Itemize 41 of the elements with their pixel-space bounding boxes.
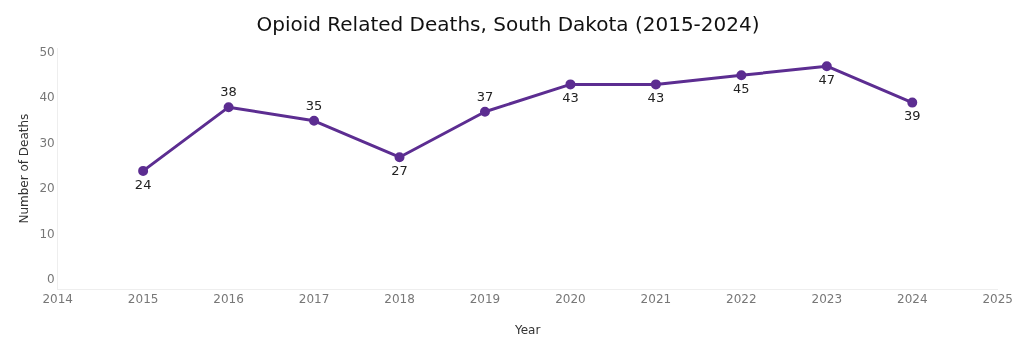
point [223,102,234,113]
chart-title: Opioid Related Deaths, South Dakota (2015-2024) [256,12,760,37]
y-tick-label: 20 [39,181,55,196]
data-label: 27 [391,163,408,179]
x-tick-label: 2023 [811,291,843,306]
x-tick-label: 2015 [127,291,159,306]
point [479,106,490,117]
data-label: 39 [904,108,921,124]
point [821,61,832,72]
x-tick-label: 2024 [897,291,928,306]
data-label: 24 [134,176,152,192]
x-tick-label: 2016 [213,291,244,306]
x-tick-label: 2020 [555,291,586,306]
y-tick-label: 10 [39,226,55,241]
point [650,79,661,90]
y-tick-label: 40 [39,90,55,105]
data-label: 38 [220,84,237,100]
y-axis-title: Number of Deaths [17,113,32,224]
point [736,70,747,81]
data-label: 37 [476,88,494,104]
data-label: 43 [647,90,665,106]
x-tick-label: 2025 [982,291,1013,306]
point [907,97,918,108]
point [138,165,149,176]
x-tick-label: 2014 [42,291,73,306]
data-label: 43 [562,90,579,106]
data-label: 35 [305,97,323,113]
point [309,115,320,126]
y-tick-label: 0 [47,272,55,287]
y-tick-label: 30 [39,135,55,150]
x-tick-label: 2018 [384,291,415,306]
x-tick-label: 2019 [469,291,501,306]
x-axis-title: Year [514,322,541,337]
point [394,152,405,163]
x-tick-label: 2021 [640,291,672,306]
x-tick-label: 2017 [298,291,330,306]
x-tick-label: 2022 [726,291,757,306]
point [565,79,576,90]
data-label: 45 [733,81,750,97]
data-label: 47 [818,72,836,88]
y-tick-label: 50 [39,44,55,59]
